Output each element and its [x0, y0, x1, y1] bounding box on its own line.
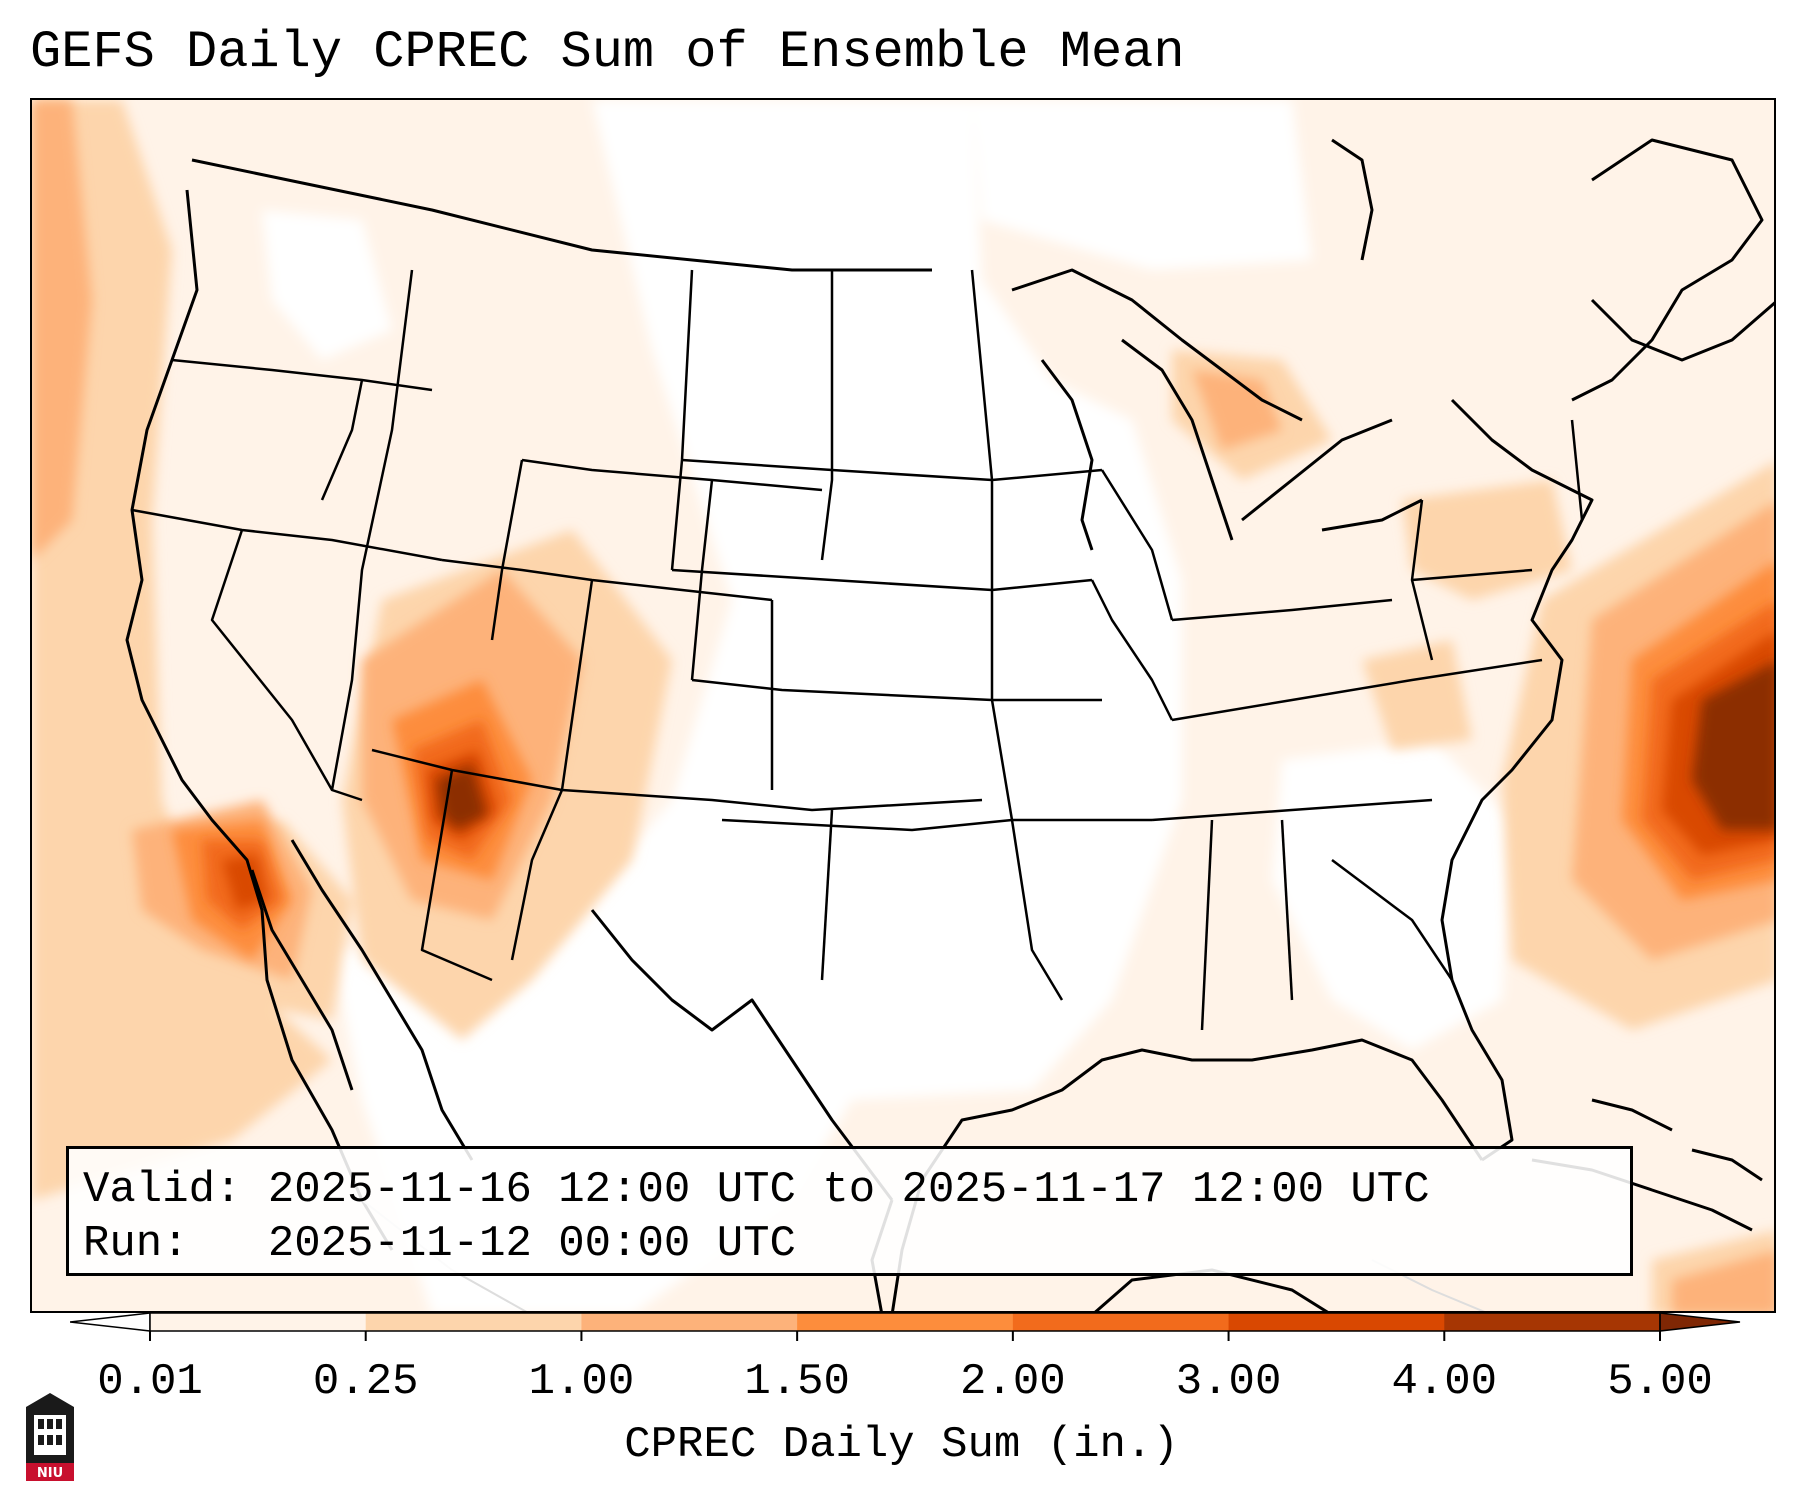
colorbar-tick-label: 5.00	[1607, 1357, 1713, 1407]
colorbar-tick-label: 0.01	[97, 1357, 203, 1407]
state-borders	[131, 269, 1584, 1031]
colorbar	[69, 1312, 1750, 1368]
valid-run-info-box: Valid: 2025-11-16 12:00 UTC to 2025-11-1…	[66, 1146, 1633, 1276]
colorbar-tick-label: 0.25	[312, 1357, 419, 1407]
colorbar-segment	[1012, 1313, 1230, 1331]
niu-logo: NIU	[26, 1393, 74, 1481]
page-title: GEFS Daily CPREC Sum of Ensemble Mean	[30, 23, 1185, 82]
precip-field-clear	[262, 100, 1512, 1311]
colorbar-extend-low	[69, 1312, 151, 1332]
colorbar-segment	[1444, 1313, 1661, 1331]
colorbar-tick-label: 3.00	[1175, 1357, 1282, 1407]
valid-time-text: Valid: 2025-11-16 12:00 UTC to 2025-11-1…	[83, 1165, 1430, 1215]
colorbar-svg	[69, 1312, 1741, 1341]
colorbar-label: CPREC Daily Sum (in.)	[624, 1420, 1179, 1470]
colorbar-tick-label: 1.00	[528, 1357, 635, 1407]
colorbar-segment	[581, 1313, 798, 1331]
niu-logo-text: NIU	[37, 1466, 63, 1481]
colorbar-outline	[149, 1312, 1661, 1332]
map-canvas	[32, 100, 1774, 1311]
colorbar-extend-high	[1659, 1312, 1741, 1332]
colorbar-segment	[1228, 1313, 1445, 1331]
run-time-text: Run: 2025-11-12 00:00 UTC	[83, 1219, 796, 1269]
colorbar-tick-label: 1.50	[744, 1357, 850, 1407]
colorbar-tick-label: 4.00	[1391, 1357, 1498, 1407]
colorbar-segment	[150, 1313, 367, 1331]
colorbar-segment	[365, 1313, 582, 1331]
precip-map	[30, 98, 1776, 1313]
colorbar-segment	[797, 1313, 1014, 1331]
colorbar-tick-label: 2.00	[960, 1357, 1066, 1407]
